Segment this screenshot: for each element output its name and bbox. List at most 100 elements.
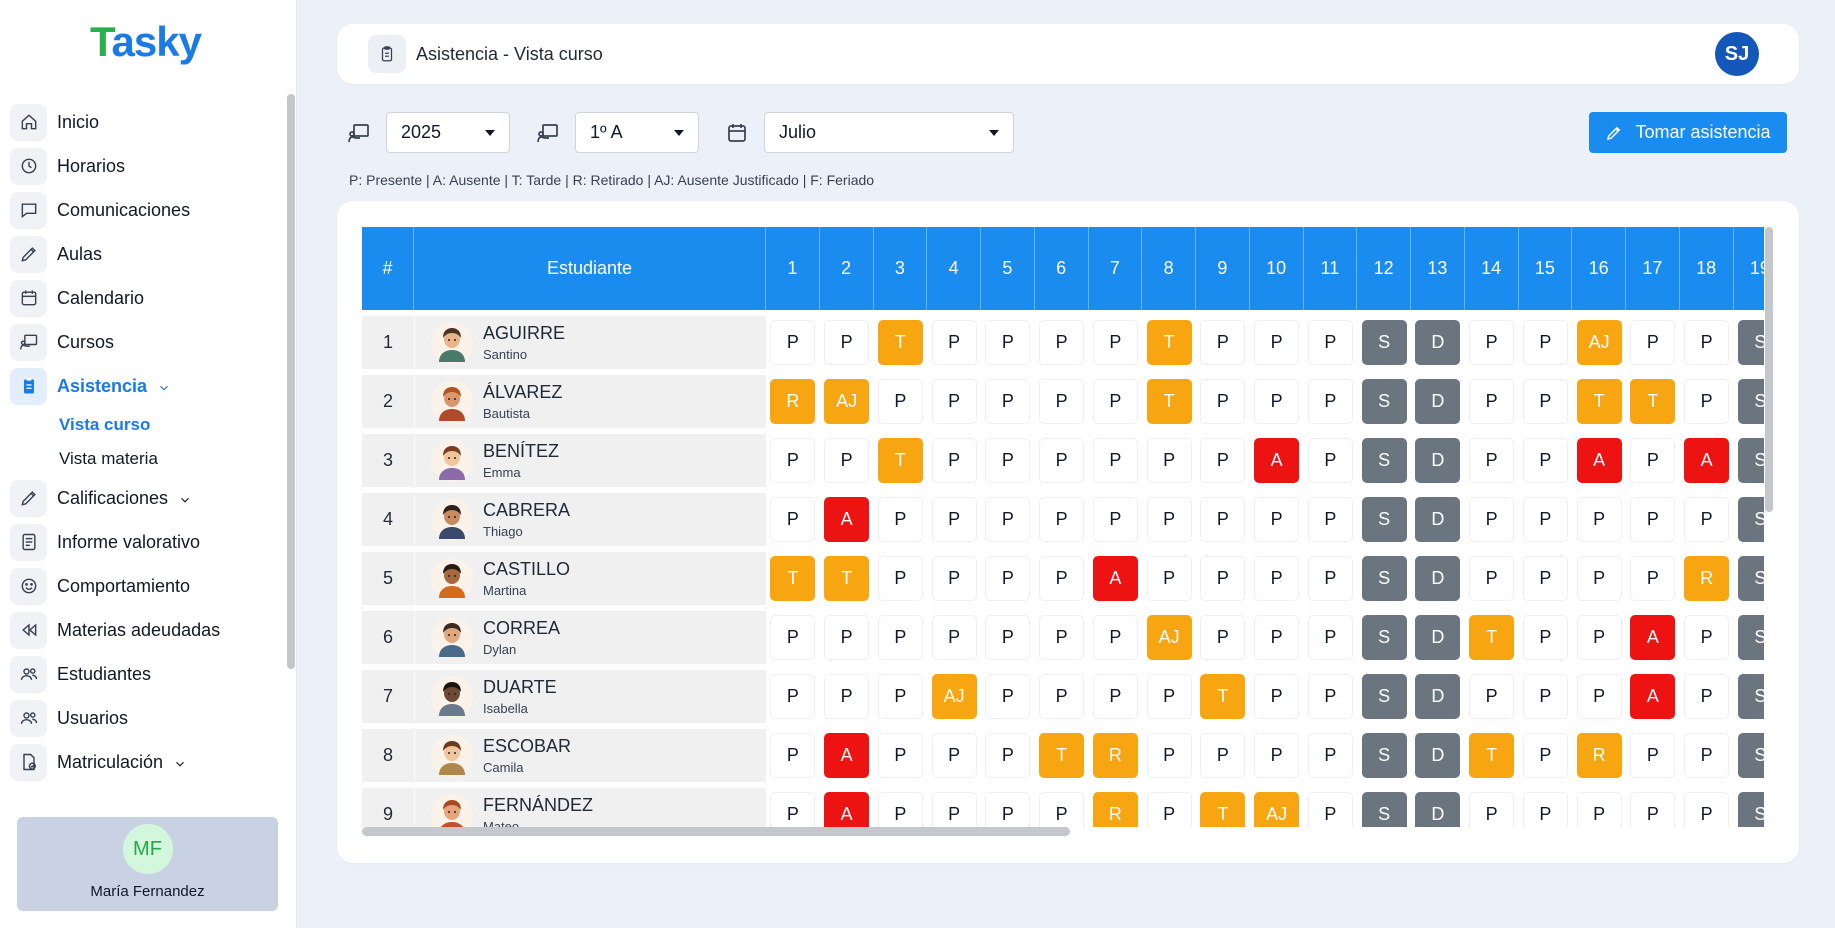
attendance-mark[interactable]: P (770, 320, 816, 365)
attendance-mark[interactable]: P (1039, 556, 1085, 601)
attendance-mark[interactable]: S (1737, 733, 1764, 778)
sidebar-item-asistencia[interactable]: Asistencia (10, 364, 285, 408)
attendance-mark[interactable]: P (1684, 379, 1730, 424)
attendance-mark[interactable]: P (985, 792, 1031, 827)
attendance-mark[interactable]: P (1469, 379, 1515, 424)
attendance-mark[interactable]: P (1092, 497, 1138, 542)
attendance-mark[interactable]: D (1415, 379, 1461, 424)
year-select[interactable]: 2025 (386, 112, 510, 153)
attendance-mark[interactable]: P (931, 320, 977, 365)
attendance-mark[interactable]: P (931, 556, 977, 601)
sidebar-item-calificaciones[interactable]: Calificaciones (10, 476, 285, 520)
attendance-mark[interactable]: T (877, 438, 923, 483)
attendance-mark[interactable]: P (1469, 497, 1515, 542)
attendance-mark[interactable]: P (931, 733, 977, 778)
attendance-mark[interactable]: P (877, 674, 923, 719)
attendance-mark[interactable]: S (1737, 497, 1764, 542)
attendance-mark[interactable]: P (770, 497, 816, 542)
attendance-mark[interactable]: P (1092, 379, 1138, 424)
attendance-mark[interactable]: S (1737, 674, 1764, 719)
attendance-mark[interactable]: P (931, 438, 977, 483)
sidebar-item-aulas[interactable]: Aulas (10, 232, 285, 276)
attendance-mark[interactable]: P (824, 674, 870, 719)
attendance-mark[interactable]: P (770, 438, 816, 483)
attendance-mark[interactable]: R (1684, 556, 1730, 601)
attendance-mark[interactable]: P (985, 320, 1031, 365)
attendance-mark[interactable]: A (824, 792, 870, 827)
attendance-mark[interactable]: P (1092, 438, 1138, 483)
month-select[interactable]: Julio (764, 112, 1014, 153)
attendance-mark[interactable]: P (985, 438, 1031, 483)
sidebar-subitem[interactable]: Vista curso (59, 415, 151, 434)
attendance-mark[interactable]: T (1469, 615, 1515, 660)
attendance-mark[interactable]: P (877, 497, 923, 542)
attendance-mark[interactable]: S (1361, 320, 1407, 365)
attendance-mark[interactable]: P (931, 615, 977, 660)
attendance-mark[interactable]: P (1576, 615, 1622, 660)
attendance-mark[interactable]: T (1039, 733, 1085, 778)
attendance-mark[interactable]: P (877, 733, 923, 778)
attendance-mark[interactable]: D (1415, 320, 1461, 365)
attendance-mark[interactable]: P (1307, 615, 1353, 660)
attendance-mark[interactable]: S (1361, 379, 1407, 424)
attendance-mark[interactable]: P (877, 556, 923, 601)
attendance-mark[interactable]: P (770, 792, 816, 827)
attendance-mark[interactable]: A (1092, 556, 1138, 601)
attendance-mark[interactable]: T (824, 556, 870, 601)
attendance-mark[interactable]: P (1200, 438, 1246, 483)
attendance-mark[interactable]: P (1684, 792, 1730, 827)
attendance-mark[interactable]: P (1522, 497, 1568, 542)
attendance-mark[interactable]: P (1684, 497, 1730, 542)
attendance-mark[interactable]: AJ (1576, 320, 1622, 365)
attendance-mark[interactable]: P (1146, 674, 1192, 719)
attendance-mark[interactable]: A (824, 497, 870, 542)
attendance-mark[interactable]: P (1307, 438, 1353, 483)
attendance-mark[interactable]: P (1522, 615, 1568, 660)
sidebar-subitem[interactable]: Vista materia (59, 449, 158, 468)
course-select[interactable]: 1º A (575, 112, 699, 153)
attendance-mark[interactable]: S (1361, 556, 1407, 601)
attendance-mark[interactable]: P (1576, 556, 1622, 601)
attendance-mark[interactable]: T (1469, 733, 1515, 778)
attendance-mark[interactable]: P (1630, 792, 1676, 827)
attendance-mark[interactable]: P (1146, 497, 1192, 542)
attendance-mark[interactable]: P (1522, 556, 1568, 601)
attendance-mark[interactable]: P (1469, 438, 1515, 483)
sidebar-item-cursos[interactable]: Cursos (10, 320, 285, 364)
attendance-mark[interactable]: P (770, 674, 816, 719)
attendance-mark[interactable]: S (1361, 438, 1407, 483)
sidebar-item-inicio[interactable]: Inicio (10, 100, 285, 144)
sidebar-item-comportamiento[interactable]: Comportamiento (10, 564, 285, 608)
sidebar-scrollbar[interactable] (287, 94, 295, 669)
attendance-mark[interactable]: P (1200, 497, 1246, 542)
attendance-mark[interactable]: T (770, 556, 816, 601)
attendance-mark[interactable]: P (1630, 320, 1676, 365)
attendance-mark[interactable]: AJ (931, 674, 977, 719)
attendance-mark[interactable]: D (1415, 556, 1461, 601)
attendance-mark[interactable]: AJ (824, 379, 870, 424)
attendance-mark[interactable]: S (1361, 497, 1407, 542)
attendance-mark[interactable]: P (877, 615, 923, 660)
attendance-mark[interactable]: A (1630, 615, 1676, 660)
attendance-mark[interactable]: P (1522, 733, 1568, 778)
attendance-mark[interactable]: P (1092, 674, 1138, 719)
table-vertical-scrollbar[interactable] (1765, 227, 1773, 512)
sidebar-item-estudiantes[interactable]: Estudiantes (10, 652, 285, 696)
sidebar-item-comunicaciones[interactable]: Comunicaciones (10, 188, 285, 232)
attendance-mark[interactable]: P (1307, 379, 1353, 424)
attendance-mark[interactable]: R (1092, 733, 1138, 778)
attendance-mark[interactable]: P (1522, 792, 1568, 827)
attendance-mark[interactable]: S (1361, 792, 1407, 827)
attendance-mark[interactable]: P (824, 438, 870, 483)
attendance-mark[interactable]: T (1576, 379, 1622, 424)
attendance-mark[interactable]: T (1200, 792, 1246, 827)
sidebar-item-horarios[interactable]: Horarios (10, 144, 285, 188)
attendance-mark[interactable]: A (824, 733, 870, 778)
attendance-mark[interactable]: P (1522, 438, 1568, 483)
attendance-mark[interactable]: P (1522, 320, 1568, 365)
sidebar-item-usuarios[interactable]: Usuarios (10, 696, 285, 740)
attendance-mark[interactable]: P (1576, 792, 1622, 827)
attendance-mark[interactable]: T (1146, 320, 1192, 365)
attendance-mark[interactable]: P (1307, 792, 1353, 827)
attendance-mark[interactable]: P (1576, 674, 1622, 719)
